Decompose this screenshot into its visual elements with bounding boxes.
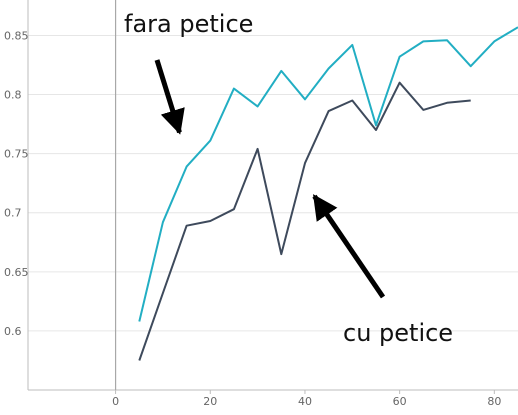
- y-tick-label-3: 0.75: [4, 148, 29, 161]
- y-tick-label-0: 0.6: [4, 325, 22, 338]
- annotation-label-cu-petice: cu petice: [343, 319, 453, 347]
- x-tick-label-4: 80: [487, 395, 501, 408]
- annotation-label-fara-petice: fara petice: [124, 10, 253, 38]
- axes: [27, 0, 518, 394]
- x-tick-label-0: 0: [112, 395, 119, 408]
- y-tick-label-4: 0.8: [4, 89, 22, 102]
- gridlines: [28, 34, 518, 332]
- x-tick-label-2: 40: [298, 395, 312, 408]
- x-tick-label-1: 20: [203, 395, 217, 408]
- series-line-1: [138, 81, 471, 361]
- series-lines: [138, 26, 518, 361]
- y-tick-label-1: 0.65: [4, 266, 29, 279]
- annotations: fara petice cu petice: [124, 10, 453, 347]
- series-line-0: [138, 26, 518, 322]
- annotation-arrow-1: [312, 194, 386, 299]
- annotation-arrow-0: [154, 59, 185, 135]
- y-tick-label-5: 0.85: [4, 29, 29, 42]
- x-tick-label-3: 60: [393, 395, 407, 408]
- y-tick-label-2: 0.7: [4, 207, 22, 220]
- tick-labels: 0.6 0.65 0.7 0.75 0.8 0.85 0 20 40 60 80: [4, 29, 501, 408]
